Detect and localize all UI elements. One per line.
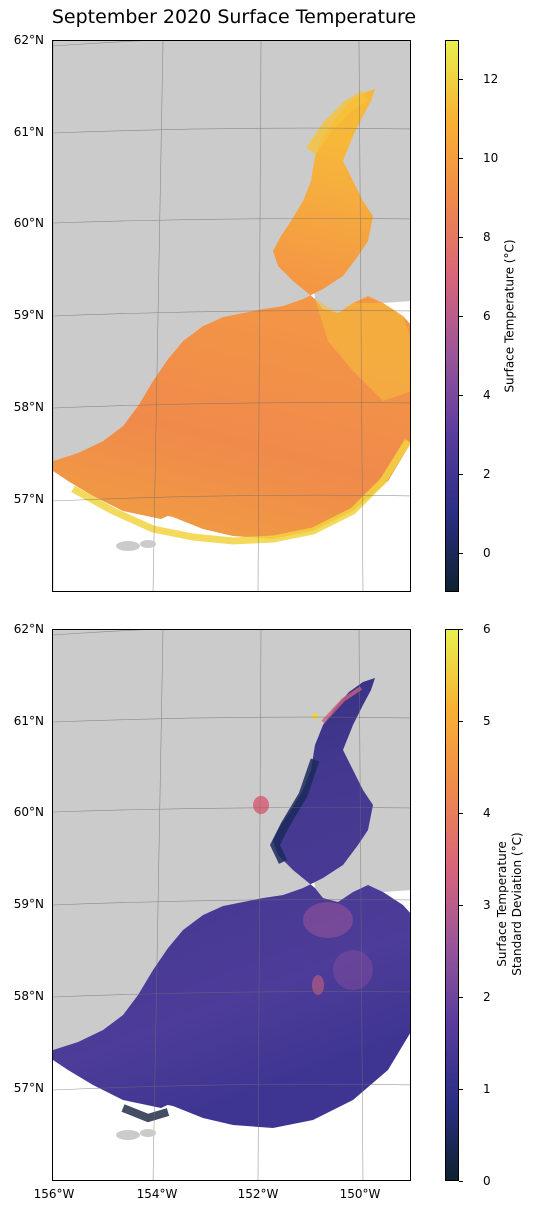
lat-tick: 60°N — [13, 216, 44, 230]
high-variability-spot — [253, 796, 269, 814]
colorbar-tick-label: 2 — [483, 990, 491, 1004]
moderate-variability-area — [333, 950, 373, 990]
lat-tick: 57°N — [13, 1081, 44, 1095]
lat-tick: 62°N — [13, 33, 44, 47]
colorbar-tick-label: 12 — [483, 72, 499, 87]
warm-rim-upper-inlet — [306, 90, 369, 155]
lat-tick: 60°N — [13, 805, 44, 819]
lat-tick: 58°N — [13, 400, 44, 414]
colorbar-tick-label: 4 — [483, 387, 491, 402]
colorbar-tick-mark — [459, 1181, 463, 1182]
colorbar-tick-label: 6 — [483, 309, 491, 323]
colorbar-tick-mark — [459, 237, 463, 239]
colorbar-tick-label: 3 — [483, 898, 491, 912]
colorbar-tick-label: 6 — [483, 622, 491, 636]
lat-tick: 57°N — [13, 492, 44, 506]
moderate-variability-area — [303, 902, 353, 938]
lat-tick: 58°N — [13, 989, 44, 1003]
temperature-colorbar — [445, 40, 459, 592]
std-colorbar — [445, 629, 459, 1181]
colorbar-tick-mark — [459, 1089, 463, 1090]
high-variability-upper-inlet — [321, 686, 363, 724]
colorbar-tick-mark — [459, 394, 463, 396]
map-title: September 2020 Surface Temperature — [51, 6, 417, 28]
colorbar-tick-mark — [459, 629, 463, 630]
warm-area-east — [315, 299, 410, 401]
colorbar-tick-mark — [459, 721, 463, 722]
temperature-colorbar-label: Surface Temperature (°C) — [502, 239, 517, 393]
lat-tick: 59°N — [13, 897, 44, 911]
colorbar-tick-label: 0 — [483, 1174, 491, 1188]
graticule — [53, 630, 410, 1180]
colorbar-tick-label: 10 — [483, 151, 499, 166]
colorbar-tick-label: 0 — [483, 545, 491, 560]
std-colorbar-label-line2: Standard Deviation (°C) — [510, 832, 524, 976]
colorbar-tick-mark — [459, 316, 463, 317]
colorbar-tick-mark — [459, 473, 463, 475]
high-variability-spot — [312, 975, 324, 995]
colorbar-tick-mark — [459, 552, 463, 554]
island — [116, 541, 140, 551]
low-variability-channel — [269, 758, 320, 864]
colorbar-tick-mark — [459, 905, 463, 906]
island — [140, 540, 156, 548]
island — [116, 1130, 140, 1140]
dark-southwest-rim — [121, 1104, 170, 1123]
std-colorbar-label-line1: Surface Temperature — [495, 841, 509, 967]
std-colorbar-label: Surface Temperature Standard Deviation (… — [495, 832, 525, 975]
lat-tick: 62°N — [13, 622, 44, 636]
colorbar-tick-mark — [459, 813, 463, 814]
temperature-map — [53, 41, 410, 591]
max-variability-spot — [312, 713, 318, 719]
lon-tick: 154°W — [136, 1187, 178, 1201]
lat-tick: 59°N — [13, 308, 44, 322]
colorbar-tick-mark — [459, 158, 463, 160]
colorbar-tick-mark — [459, 79, 463, 81]
colorbar-tick-label: 2 — [483, 466, 491, 481]
lon-tick: 156°W — [33, 1187, 75, 1201]
temperature-field — [53, 89, 410, 539]
std-field — [53, 678, 410, 1128]
warm-rim-south — [71, 439, 410, 545]
std-map-panel[interactable] — [52, 629, 411, 1181]
lon-tick: 152°W — [237, 1187, 279, 1201]
std-map — [53, 630, 410, 1180]
temperature-map-panel[interactable] — [52, 40, 411, 592]
lon-tick: 150°W — [339, 1187, 381, 1201]
lat-tick: 61°N — [13, 125, 44, 139]
colorbar-tick-label: 4 — [483, 806, 491, 820]
colorbar-tick-label: 8 — [483, 230, 491, 245]
colorbar-tick-label: 5 — [483, 714, 491, 728]
island — [140, 1129, 156, 1137]
lat-tick: 61°N — [13, 714, 44, 728]
colorbar-tick-label: 1 — [483, 1082, 491, 1096]
graticule — [53, 41, 410, 591]
colorbar-tick-mark — [459, 997, 463, 998]
